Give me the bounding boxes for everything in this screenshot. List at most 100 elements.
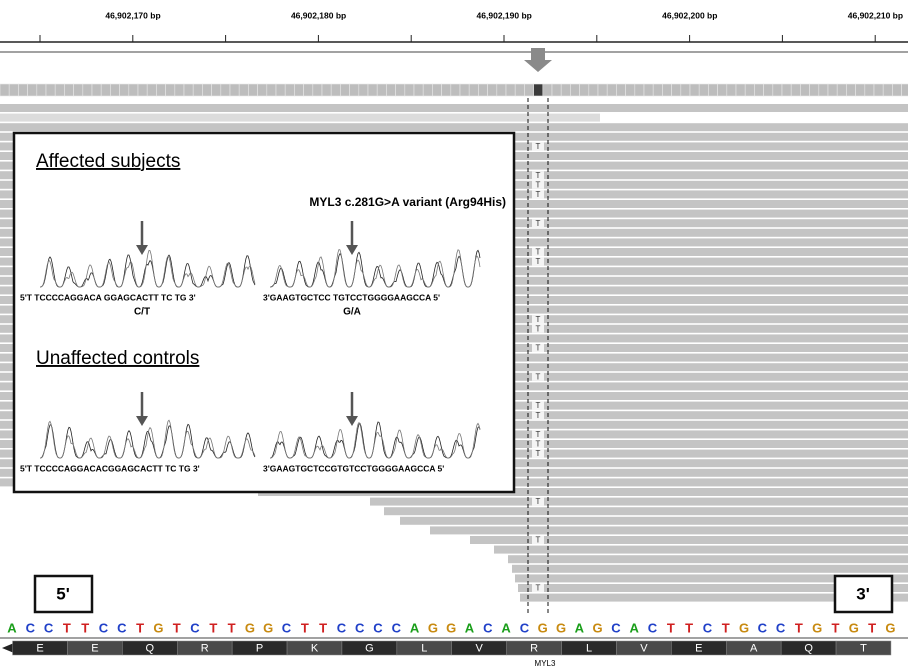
variant-base: T — [536, 584, 541, 593]
coverage-bin — [745, 84, 754, 96]
coverage-bin — [607, 84, 616, 96]
strand-arrow — [2, 643, 14, 653]
base: G — [245, 620, 255, 635]
coverage-bin — [865, 84, 874, 96]
coverage-bin — [773, 84, 782, 96]
base-call: G/A — [343, 307, 361, 318]
coverage-bin — [46, 84, 55, 96]
coverage-bin — [902, 84, 908, 96]
coverage-bin — [653, 84, 662, 96]
amino-acid: A — [750, 642, 758, 654]
coverage-bin — [405, 84, 414, 96]
coverage-bin — [156, 84, 165, 96]
variant-base: T — [536, 401, 541, 410]
coverage-bin — [626, 84, 635, 96]
variant-base: T — [536, 344, 541, 353]
amino-acid: R — [201, 642, 209, 654]
variant-base: T — [536, 180, 541, 189]
coverage-bin — [534, 84, 543, 96]
coverage-bin — [101, 84, 110, 96]
coverage-bin — [460, 84, 469, 96]
base: T — [301, 620, 309, 635]
base: A — [501, 620, 511, 635]
variant-base: T — [536, 190, 541, 199]
base: A — [465, 620, 475, 635]
coverage-bin — [147, 84, 156, 96]
coverage-bin — [423, 84, 432, 96]
base: T — [228, 620, 236, 635]
base: G — [153, 620, 163, 635]
coverage-bin — [64, 84, 73, 96]
coverage-bin — [451, 84, 460, 96]
base: T — [136, 620, 144, 635]
base: A — [630, 620, 640, 635]
sequence: 3'GAAGTGCTCCGTGTCCTGGGGAAGCCA 5' — [263, 463, 444, 473]
amino-acid: L — [586, 642, 592, 654]
coverage-bin — [828, 84, 837, 96]
coverage-bin — [276, 84, 285, 96]
coverage-bin — [9, 84, 18, 96]
base: C — [776, 620, 786, 635]
amino-acid: L — [421, 642, 427, 654]
base: G — [556, 620, 566, 635]
base: G — [446, 620, 456, 635]
coverage-bin — [350, 84, 359, 96]
base: C — [483, 620, 493, 635]
read — [0, 123, 908, 131]
coverage-bin — [708, 84, 717, 96]
coverage-bin — [304, 84, 313, 96]
ruler-label: 46,902,170 bp — [105, 10, 160, 20]
ruler-label: 46,902,200 bp — [662, 10, 717, 20]
coverage-bin — [552, 84, 561, 96]
base: T — [667, 620, 675, 635]
amino-acid: V — [476, 642, 484, 654]
base: G — [428, 620, 438, 635]
coverage-bin — [267, 84, 276, 96]
coverage-bin — [883, 84, 892, 96]
coverage-bin — [782, 84, 791, 96]
variant-base: T — [536, 257, 541, 266]
base: C — [44, 620, 54, 635]
base: T — [81, 620, 89, 635]
ruler-label: 46,902,190 bp — [477, 10, 532, 20]
read — [430, 526, 908, 534]
coverage-bin — [239, 84, 248, 96]
coverage-bin — [800, 84, 809, 96]
coverage-bin — [368, 84, 377, 96]
base: C — [117, 620, 127, 635]
amino-acid: Q — [804, 642, 813, 654]
coverage-bin — [616, 84, 625, 96]
coverage-bin — [166, 84, 175, 96]
variant-base: T — [536, 497, 541, 506]
coverage-bin — [432, 84, 441, 96]
variant-base: T — [536, 411, 541, 420]
variant-base: T — [536, 430, 541, 439]
coverage-bin — [469, 84, 478, 96]
base: C — [611, 620, 621, 635]
read — [400, 517, 908, 525]
igv-view: 46,902,170 bp46,902,180 bp46,902,190 bp4… — [0, 0, 908, 672]
coverage-bin — [28, 84, 37, 96]
coverage-bin — [120, 84, 129, 96]
coverage-bin — [506, 84, 515, 96]
read — [0, 104, 908, 112]
coverage-bin — [138, 84, 147, 96]
coverage-bin — [856, 84, 865, 96]
base: G — [538, 620, 548, 635]
coverage-bin — [221, 84, 230, 96]
coverage-bin — [736, 84, 745, 96]
base: G — [593, 620, 603, 635]
coverage-bin — [497, 84, 506, 96]
coverage-bin — [212, 84, 221, 96]
coverage-bin — [18, 84, 27, 96]
base: T — [795, 620, 803, 635]
base: C — [392, 620, 402, 635]
variant-base: T — [536, 315, 541, 324]
ruler-label: 46,902,210 bp — [848, 10, 903, 20]
coverage-bin — [359, 84, 368, 96]
coverage-bin — [377, 84, 386, 96]
coverage-bin — [386, 84, 395, 96]
coverage-bin — [414, 84, 423, 96]
coverage-bin — [92, 84, 101, 96]
